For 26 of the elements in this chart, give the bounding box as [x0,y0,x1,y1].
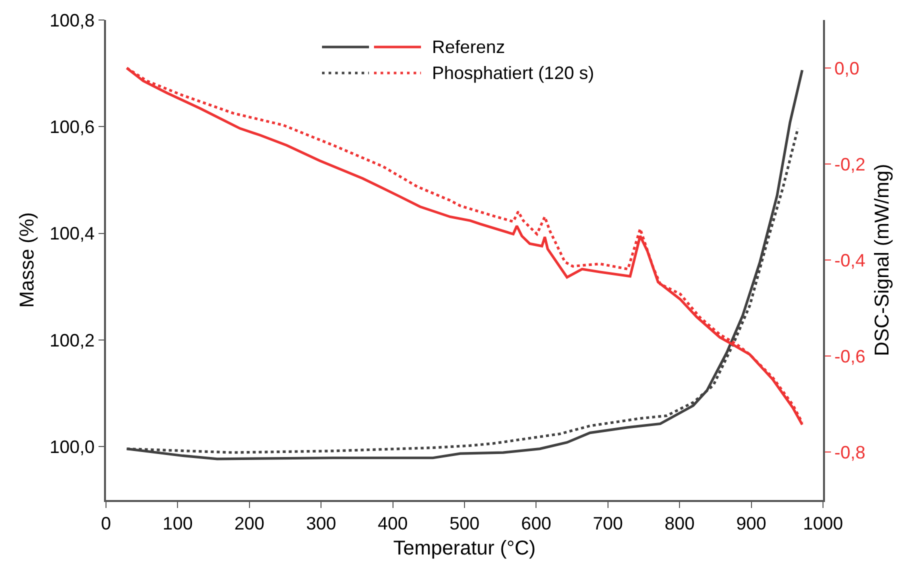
x-tick-label: 600 [521,513,552,534]
y-tick-label: 100,8 [50,10,95,30]
x-tick-label: 100 [162,513,193,534]
y-axis-title: Masse (%) [16,212,39,308]
x-axis-title: Temperatur (°C) [393,537,536,560]
y2-tick-label: -0,4 [834,250,866,270]
x-tick-label: 300 [306,513,336,534]
legend-label: Phosphatiert (120 s) [432,62,594,84]
x-tick-label: 800 [664,513,695,534]
y-tick-label: 100,0 [50,436,95,457]
y2-tick-label: -0,8 [834,442,866,462]
y-tick-label: 100,4 [50,224,95,244]
x-tick-label: 1000 [802,513,844,534]
y2-axis-title: DSC-Signal (mW/mg) [871,164,894,356]
y-tick-label: 100,6 [50,116,95,137]
y-tick-label: 100,2 [50,330,95,350]
x-tick-label: 400 [378,513,408,534]
y2-tick-label: 0,0 [834,58,860,78]
x-tick-label: 200 [234,513,264,534]
x-tick-label: 700 [592,513,623,534]
x-tick-label: 0 [100,513,112,534]
x-tick-label: 900 [736,513,766,534]
y2-tick-label: -0,2 [834,154,866,174]
y2-tick-label: -0,6 [834,346,866,366]
x-tick-label: 500 [449,513,480,534]
legend-label: Referenz [432,36,506,58]
